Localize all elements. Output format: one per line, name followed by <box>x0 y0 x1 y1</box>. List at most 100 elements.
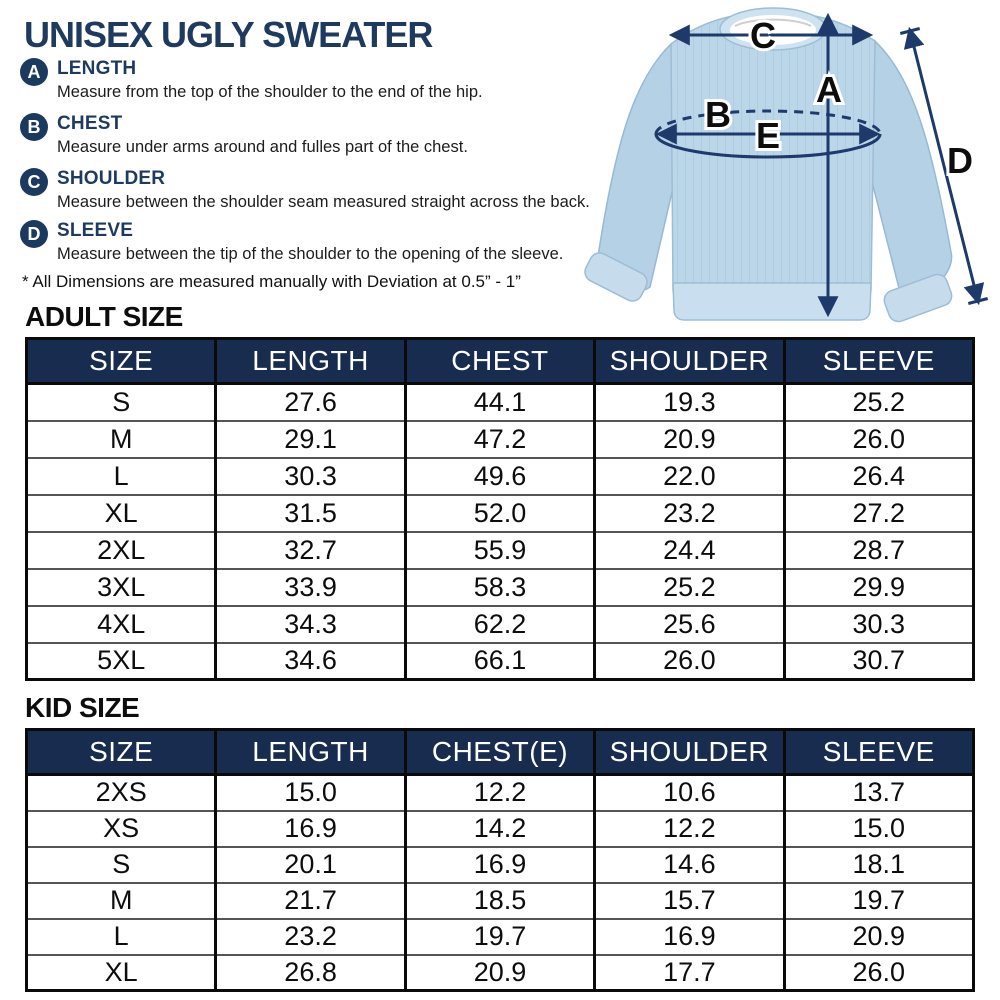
size-label-cell: 2XS <box>24 773 218 812</box>
measurement-value-cell: 25.2 <box>782 382 976 422</box>
measurement-value-cell: 13.7 <box>782 773 976 812</box>
table-row: M 29.1 47.2 20.9 26.0 <box>24 419 976 459</box>
table-row: S 27.6 44.1 19.3 25.2 <box>24 382 976 422</box>
measurement-value-cell: 52.0 <box>403 493 597 533</box>
measurement-value-cell: 20.9 <box>593 419 786 459</box>
measurement-value-cell: 25.2 <box>593 567 786 607</box>
measurement-value-cell: 27.6 <box>214 382 407 422</box>
measure-description: Measure between the shoulder seam measur… <box>57 193 590 211</box>
size-label-cell: 3XL <box>24 567 218 607</box>
table-row: 3XL 33.9 58.3 25.2 29.9 <box>24 567 976 607</box>
measurement-value-cell: 18.5 <box>403 881 597 920</box>
measurement-value-cell: 19.7 <box>782 881 976 920</box>
measure-item-sleeve: D SLEEVE Measure between the tip of the … <box>20 220 563 264</box>
measurement-value-cell: 27.2 <box>782 493 976 533</box>
adult-header-row: SIZE LENGTH CHEST SHOULDER SLEEVE <box>24 337 976 385</box>
size-label-cell: M <box>24 419 218 459</box>
measurement-value-cell: 16.9 <box>593 917 786 956</box>
column-header: SIZE <box>24 728 218 776</box>
measurement-value-cell: 66.1 <box>403 641 597 681</box>
letter-badge-d: D <box>20 220 48 248</box>
measurement-arrows <box>654 12 989 318</box>
size-label-cell: S <box>24 382 218 422</box>
diagram-label-e: E <box>756 115 780 156</box>
measurement-value-cell: 15.7 <box>593 881 786 920</box>
measurement-value-cell: 10.6 <box>593 773 786 812</box>
measurement-value-cell: 26.0 <box>593 641 786 681</box>
measure-item-chest: B CHEST Measure under arms around and fu… <box>20 113 468 157</box>
measurement-value-cell: 34.3 <box>214 604 407 644</box>
measurement-value-cell: 26.8 <box>214 953 407 992</box>
column-header: SLEEVE <box>782 728 976 776</box>
table-row: L 23.2 19.7 16.9 20.9 <box>24 917 976 956</box>
measurement-value-cell: 30.3 <box>214 456 407 496</box>
measurement-value-cell: 19.3 <box>593 382 786 422</box>
measurement-value-cell: 55.9 <box>403 530 597 570</box>
sleeve-arrow <box>903 26 985 306</box>
table-row: XL 31.5 52.0 23.2 27.2 <box>24 493 976 533</box>
column-header: LENGTH <box>214 337 407 385</box>
measurement-value-cell: 21.7 <box>214 881 407 920</box>
column-header: LENGTH <box>214 728 407 776</box>
measurement-value-cell: 17.7 <box>593 953 786 992</box>
measurement-value-cell: 23.2 <box>214 917 407 956</box>
size-label-cell: XL <box>24 493 218 533</box>
measure-description: Measure between the tip of the shoulder … <box>57 245 564 263</box>
column-header: SHOULDER <box>593 337 786 385</box>
measurement-value-cell: 15.0 <box>782 809 976 848</box>
table-row: XS 16.9 14.2 12.2 15.0 <box>24 809 976 848</box>
measurement-value-cell: 33.9 <box>214 567 407 607</box>
diagram-label-c: C <box>750 15 776 56</box>
measurement-value-cell: 26.0 <box>782 419 976 459</box>
measurement-value-cell: 29.1 <box>214 419 407 459</box>
measurement-value-cell: 22.0 <box>593 456 786 496</box>
measure-description: Measure under arms around and fulles par… <box>57 138 468 156</box>
measure-name: CHEST <box>57 113 123 134</box>
measurement-value-cell: 19.7 <box>403 917 597 956</box>
sweater-body <box>670 11 876 321</box>
sleeve-arrow-tick-bottom <box>967 297 989 305</box>
column-header: CHEST <box>403 337 597 385</box>
deviation-note: * All Dimensions are measured manually w… <box>22 272 521 291</box>
sweater-diagram: C A B E D <box>584 7 989 323</box>
table-row: 2XS 15.0 12.2 10.6 13.7 <box>24 773 976 812</box>
measurement-value-cell: 16.9 <box>403 845 597 884</box>
measurement-value-cell: 47.2 <box>403 419 597 459</box>
measurement-value-cell: 15.0 <box>214 773 407 812</box>
measurement-value-cell: 26.4 <box>782 456 976 496</box>
measurement-value-cell: 24.4 <box>593 530 786 570</box>
size-label-cell: XL <box>24 953 218 992</box>
measurement-value-cell: 14.2 <box>403 809 597 848</box>
kid-header-row: SIZE LENGTH CHEST(E) SHOULDER SLEEVE <box>24 728 976 776</box>
size-label-cell: L <box>24 917 218 956</box>
measurement-value-cell: 14.6 <box>593 845 786 884</box>
column-header: SLEEVE <box>782 337 976 385</box>
sleeve-arrow-tick-top <box>899 27 921 35</box>
measurement-value-cell: 28.7 <box>782 530 976 570</box>
measurement-value-cell: 58.3 <box>403 567 597 607</box>
measure-item-shoulder: C SHOULDER Measure between the shoulder … <box>20 168 590 212</box>
table-row: S 20.1 16.9 14.6 18.1 <box>24 845 976 884</box>
letter-badge-b: B <box>20 113 48 141</box>
measurement-value-cell: 12.2 <box>403 773 597 812</box>
kid-size-table: SIZE LENGTH CHEST(E) SHOULDER SLEEVE 2XS 15.0… <box>24 728 976 992</box>
left-cuff <box>584 252 648 302</box>
size-label-cell: XS <box>24 809 218 848</box>
measure-name: SLEEVE <box>57 220 134 241</box>
measurement-value-cell: 34.6 <box>214 641 407 681</box>
table-row: L 30.3 49.6 22.0 26.4 <box>24 456 976 496</box>
measurement-value-cell: 12.2 <box>593 809 786 848</box>
size-label-cell: 2XL <box>24 530 218 570</box>
size-label-cell: M <box>24 881 218 920</box>
measurement-value-cell: 25.6 <box>593 604 786 644</box>
measurement-value-cell: 49.6 <box>403 456 597 496</box>
adult-size-heading: ADULT SIZE <box>25 301 183 332</box>
measure-name: SHOULDER <box>57 168 166 189</box>
measure-description: Measure from the top of the shoulder to … <box>57 83 483 101</box>
adult-size-table: SIZE LENGTH CHEST SHOULDER SLEEVE S 27.6 44.1 1… <box>24 337 976 681</box>
size-label-cell: L <box>24 456 218 496</box>
measurement-value-cell: 20.1 <box>214 845 407 884</box>
size-label-cell: 5XL <box>24 641 218 681</box>
kid-size-heading: KID SIZE <box>25 692 140 723</box>
